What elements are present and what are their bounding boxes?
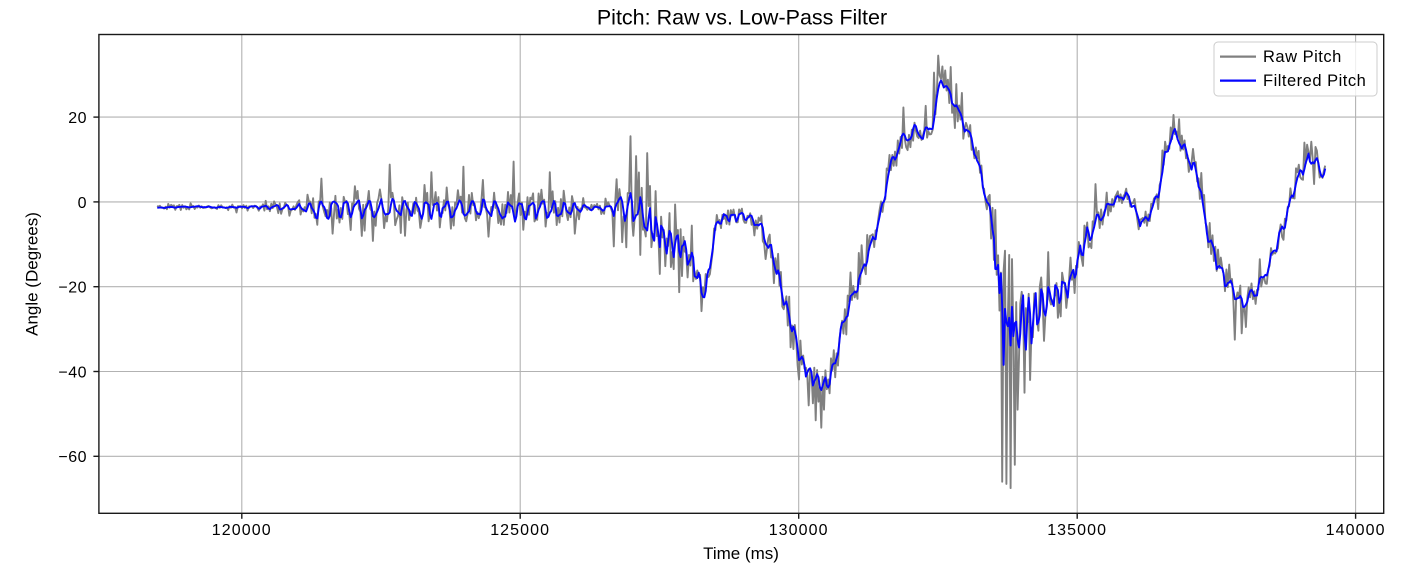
svg-text:135000: 135000 (1047, 522, 1107, 539)
svg-text:−60: −60 (58, 449, 87, 466)
svg-text:−40: −40 (58, 364, 87, 381)
svg-text:Raw Pitch: Raw Pitch (1263, 48, 1342, 66)
svg-text:−20: −20 (58, 280, 87, 297)
svg-text:125000: 125000 (490, 522, 550, 539)
svg-text:20: 20 (68, 110, 87, 127)
svg-text:140000: 140000 (1326, 522, 1386, 539)
svg-text:Pitch: Raw vs. Low-Pass Filter: Pitch: Raw vs. Low-Pass Filter (597, 6, 887, 30)
svg-text:Filtered Pitch: Filtered Pitch (1263, 72, 1366, 90)
svg-text:120000: 120000 (212, 522, 272, 539)
svg-text:Time (ms): Time (ms) (703, 544, 779, 563)
svg-text:Angle (Degrees): Angle (Degrees) (23, 212, 42, 336)
svg-text:130000: 130000 (769, 522, 829, 539)
svg-text:0: 0 (78, 195, 87, 212)
